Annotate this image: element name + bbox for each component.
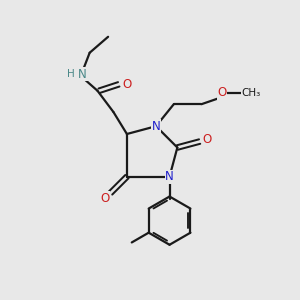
Text: O: O (122, 78, 131, 91)
Text: H: H (67, 69, 75, 79)
Text: CH₃: CH₃ (242, 88, 261, 98)
Text: N: N (78, 68, 87, 80)
Text: O: O (100, 192, 110, 205)
Text: N: N (152, 120, 161, 133)
Text: O: O (202, 133, 212, 146)
Text: N: N (165, 170, 174, 183)
Text: O: O (218, 86, 226, 99)
